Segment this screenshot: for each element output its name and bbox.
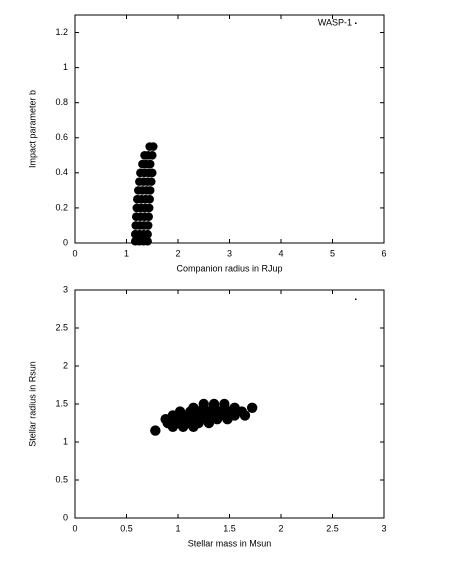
y-tick-label: 2.5 <box>55 322 68 332</box>
point <box>198 398 209 410</box>
x-tick-label: 1 <box>175 523 180 533</box>
x-axis-label: Stellar mass in Msun <box>188 538 272 548</box>
x-tick-label: 0.5 <box>120 523 133 533</box>
y-tick-label: 1.5 <box>55 398 68 408</box>
y-tick-label: 0.4 <box>55 167 68 177</box>
point <box>147 151 157 160</box>
point <box>147 168 157 178</box>
legend-marker <box>355 22 357 24</box>
point <box>145 159 155 169</box>
x-tick-label: 6 <box>381 248 386 258</box>
y-tick-label: 0.2 <box>55 202 68 212</box>
y-tick-label: 0 <box>63 237 68 247</box>
point <box>188 402 199 413</box>
y-tick-label: 1.2 <box>55 27 68 37</box>
point <box>150 425 161 436</box>
x-axis-label: Companion radius in RJup <box>176 263 282 273</box>
x-tick-label: 5 <box>330 248 335 258</box>
point <box>145 194 154 204</box>
point <box>148 142 158 151</box>
legend-marker <box>355 298 357 300</box>
x-tick-label: 1 <box>124 248 129 258</box>
y-axis-label: Stellar radius in Rsun <box>27 361 37 447</box>
point <box>143 229 152 239</box>
y-tick-label: 0.6 <box>55 132 68 142</box>
x-tick-label: 3 <box>381 523 386 533</box>
point <box>246 402 258 413</box>
y-tick-label: 0 <box>63 512 68 522</box>
x-tick-label: 3 <box>227 248 232 258</box>
y-tick-label: 1 <box>63 62 68 72</box>
y-tick-label: 1 <box>63 436 68 446</box>
point <box>174 406 186 417</box>
point <box>208 398 220 410</box>
point <box>144 203 154 213</box>
point <box>145 186 155 195</box>
x-tick-label: 0 <box>72 523 77 533</box>
point <box>146 177 156 186</box>
x-tick-label: 1.5 <box>223 523 236 533</box>
x-tick-label: 2 <box>278 523 283 533</box>
y-tick-label: 2 <box>63 360 68 370</box>
x-tick-label: 2.5 <box>326 523 339 533</box>
point <box>144 212 153 221</box>
plot-frame <box>74 14 385 244</box>
y-axis-label: Impact parameter b <box>27 90 37 168</box>
x-tick-label: 2 <box>175 248 180 258</box>
point <box>143 221 153 230</box>
x-tick-label: 0 <box>72 248 77 258</box>
point <box>229 402 240 413</box>
point <box>219 398 230 410</box>
x-tick-label: 4 <box>278 248 283 258</box>
y-tick-label: 3 <box>63 284 68 294</box>
y-tick-label: 0.5 <box>55 474 68 484</box>
y-tick-label: 0.8 <box>55 97 68 107</box>
legend-label: WASP-1 <box>318 17 352 27</box>
